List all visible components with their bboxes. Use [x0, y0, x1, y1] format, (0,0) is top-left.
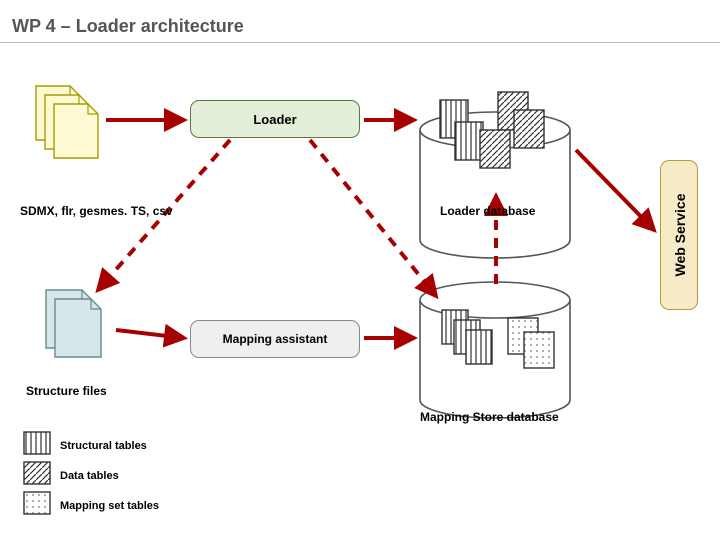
web-service-label: Web Service [672, 185, 688, 285]
mapping-box-label: Mapping assistant [223, 332, 328, 346]
mapping-assistant-box: Mapping assistant [190, 320, 360, 358]
web-service-box: Web Service [660, 160, 698, 310]
mapping-store-db-label: Mapping Store database [420, 410, 559, 424]
loader-db-label: Loader database [440, 204, 535, 218]
loader-box-label: Loader [253, 112, 296, 127]
sdmx-label: SDMX, flr, gesmes. TS, csv [20, 204, 173, 218]
legend-structural-tables: Structural tables [60, 440, 147, 452]
legend-mapping-set-tables: Mapping set tables [60, 500, 159, 512]
diagram-canvas [0, 0, 720, 540]
structure-files-label: Structure files [26, 384, 107, 398]
loader-box: Loader [190, 100, 360, 138]
legend-data-tables: Data tables [60, 470, 119, 482]
